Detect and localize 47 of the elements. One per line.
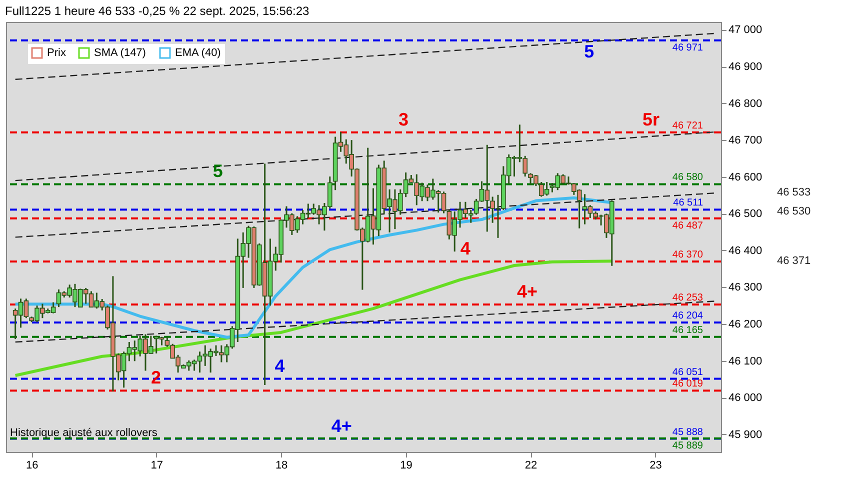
- text: 46 533: [777, 186, 811, 199]
- annotation: 4+: [331, 416, 352, 436]
- y-tick-label: 46 100: [728, 355, 762, 368]
- x-tick-label: 18: [275, 460, 288, 472]
- annotation: 4+: [516, 282, 538, 302]
- ref-line-label: 46 487: [672, 220, 704, 232]
- y-tick-label: 46 300: [728, 282, 762, 294]
- y-tick-label: 46 700: [728, 134, 762, 147]
- x-tick-label: 22: [524, 460, 538, 472]
- ref-line-label: 45 889: [672, 440, 704, 452]
- x-tick-label: 16: [26, 460, 38, 472]
- annotation: 5r: [642, 109, 660, 130]
- annotation: 5: [212, 161, 223, 182]
- x-tick-label: 19: [400, 460, 412, 472]
- ref-line-label: 46 971: [672, 42, 704, 54]
- y-tick-label: 47 000: [728, 24, 762, 36]
- ref-line-label: 46 721: [672, 120, 704, 132]
- y-tick-label: 46 900: [728, 61, 762, 74]
- annotation: 4: [460, 238, 470, 258]
- legend-label: EMA (40): [175, 47, 221, 59]
- chart-title: Full1225 1 heure 46 533 -0,25 % 22 sept. 2025, 15:56:23: [5, 4, 310, 18]
- ref-line-label: 46 051: [672, 366, 704, 378]
- y-tick-label: 46 600: [728, 171, 762, 184]
- annotation: 4: [274, 356, 285, 376]
- ref-line-label: 46 204: [672, 310, 704, 322]
- annotation: Historique ajusté aux rollovers: [10, 427, 158, 439]
- y-tick-label: 46 400: [728, 244, 762, 257]
- ref-line-label: 46 165: [672, 324, 704, 336]
- text: 46 371: [777, 255, 811, 268]
- ref-line-label: 46 019: [672, 378, 704, 390]
- ref-line-label: 46 253: [672, 292, 704, 304]
- legend-label: SMA (147): [94, 47, 146, 59]
- y-tick-label: 45 900: [728, 428, 762, 441]
- y-tick-label: 46 200: [728, 318, 762, 330]
- legend-label: Prix: [47, 47, 66, 59]
- y-tick-label: 46 500: [728, 208, 762, 220]
- x-tick-label: 17: [150, 460, 163, 472]
- ref-line-label: 46 511: [673, 198, 704, 209]
- ref-line-label: 45 888: [672, 426, 704, 438]
- annotation: 3: [398, 109, 409, 130]
- ref-line-label: 46 370: [672, 249, 704, 260]
- ref-line-label: 46 580: [672, 172, 704, 184]
- text: 46 530: [777, 206, 811, 218]
- annotation: 5: [584, 41, 594, 62]
- y-tick-label: 46 800: [728, 98, 762, 110]
- y-tick-label: 46 000: [728, 392, 762, 404]
- x-tick-label: 23: [650, 460, 662, 472]
